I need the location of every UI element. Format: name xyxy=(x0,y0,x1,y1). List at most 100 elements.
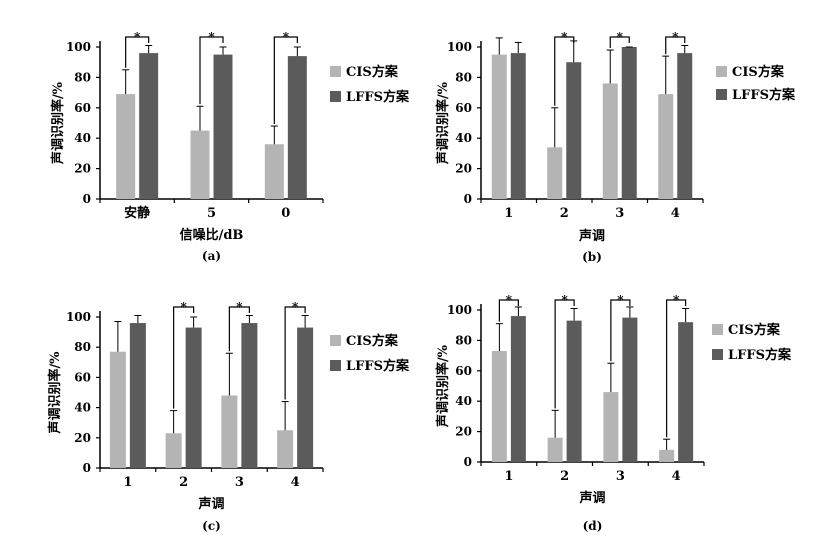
y-tick-label: 40 xyxy=(455,394,472,408)
significance-star: * xyxy=(506,293,513,307)
y-tick-label: 80 xyxy=(74,340,91,354)
significance-bracket xyxy=(284,306,306,400)
bar-lffs xyxy=(287,56,307,200)
y-axis-label: 声调识别率/% xyxy=(50,81,66,165)
x-tick-label: 4 xyxy=(672,469,681,484)
bar-cis xyxy=(277,430,294,468)
bar-cis xyxy=(109,351,126,468)
significance-star: * xyxy=(672,30,679,44)
x-tick-label: 1 xyxy=(504,206,513,221)
y-axis-label: 声调识别率/% xyxy=(435,344,451,428)
y-tick-label: 40 xyxy=(455,131,472,145)
legend-swatch-cis xyxy=(716,66,727,77)
significance-star: * xyxy=(208,30,215,44)
x-tick-label: 0 xyxy=(281,206,290,221)
panel-label: (d) xyxy=(583,519,603,533)
chart-panel-d: 0 20 40 60 80 100 1 * 2 * 3 * 4 * 声调 声调识别率/% (d) CIS方案 LFF… xyxy=(435,293,792,533)
legend-label-lffs: LFFS方案 xyxy=(732,87,796,103)
significance-bracket xyxy=(554,36,575,106)
bar-lffs xyxy=(139,53,159,199)
significance-bracket xyxy=(273,36,298,125)
panel-label: (c) xyxy=(202,519,221,533)
bar-lffs xyxy=(621,47,637,199)
y-tick-label: 60 xyxy=(74,370,91,384)
bar-cis xyxy=(602,83,618,199)
significance-bracket xyxy=(173,306,195,409)
bar-cis xyxy=(659,449,675,462)
y-axis-label: 声调识别率/% xyxy=(47,351,63,435)
significance-bracket xyxy=(228,306,250,352)
significance-bracket xyxy=(554,299,575,409)
y-tick-label: 20 xyxy=(455,425,472,439)
bar-cis xyxy=(658,94,674,199)
y-tick-label: 80 xyxy=(455,333,472,347)
significance-star: * xyxy=(292,300,299,314)
bar-lffs xyxy=(510,316,526,462)
legend-label-lffs: LFFS方案 xyxy=(346,89,410,105)
significance-star: * xyxy=(617,30,624,44)
significance-bracket xyxy=(199,36,224,105)
y-tick-label: 60 xyxy=(455,364,472,378)
bar-lffs xyxy=(185,327,202,468)
chart-panel-b: 0 20 40 60 80 100 1 2 * 3 * 4 * 声调 声调识别率/% (b) CIS方案 LFFS… xyxy=(435,30,796,264)
y-tick-label: 20 xyxy=(74,431,91,445)
y-tick-label: 100 xyxy=(447,303,472,317)
legend-swatch-lffs xyxy=(712,349,723,360)
y-tick-label: 20 xyxy=(455,162,472,176)
legend-swatch-cis xyxy=(330,66,341,77)
y-axis-label: 声调识别率/% xyxy=(435,81,451,165)
x-tick-label: 2 xyxy=(179,475,188,490)
bar-lffs xyxy=(566,62,582,200)
bar-lffs xyxy=(622,317,638,462)
significance-bracket xyxy=(610,299,631,362)
y-tick-label: 60 xyxy=(455,101,472,115)
y-tick-label: 100 xyxy=(447,40,472,54)
bar-cis xyxy=(547,437,563,462)
panel-label: (a) xyxy=(202,249,221,263)
bar-cis xyxy=(491,54,507,199)
bar-lffs xyxy=(297,327,314,468)
bar-lffs xyxy=(566,320,582,462)
x-tick-label: 安静 xyxy=(124,205,150,221)
x-tick-label: 1 xyxy=(123,475,132,490)
significance-star: * xyxy=(673,293,680,307)
x-axis-label: 信噪比/dB xyxy=(180,227,244,243)
y-tick-label: 0 xyxy=(464,192,472,206)
legend-swatch-lffs xyxy=(330,91,341,102)
bar-lffs xyxy=(213,54,233,199)
x-tick-label: 1 xyxy=(504,469,513,484)
legend-swatch-cis xyxy=(712,324,723,335)
significance-bracket xyxy=(666,299,687,438)
chart-panel-c: 0 20 40 60 80 100 1 2 * 3 * 4 * 声调 声调识别率/% (c) CIS方案 LFFS… xyxy=(47,300,410,533)
legend-label-cis: CIS方案 xyxy=(732,64,785,80)
legend-label-lffs: LFFS方案 xyxy=(346,358,410,374)
significance-bracket xyxy=(609,36,630,49)
x-tick-label: 4 xyxy=(671,206,680,221)
x-tick-label: 3 xyxy=(615,206,624,221)
panel-label: (b) xyxy=(582,250,602,264)
legend-label-cis: CIS方案 xyxy=(728,322,781,338)
y-tick-label: 80 xyxy=(455,70,472,84)
y-tick-label: 100 xyxy=(66,40,91,54)
y-tick-label: 100 xyxy=(66,310,91,324)
x-tick-label: 5 xyxy=(207,206,216,221)
legend-label-cis: CIS方案 xyxy=(346,64,399,80)
bar-cis xyxy=(165,433,182,468)
bar-lffs xyxy=(678,322,694,462)
legend-label-cis: CIS方案 xyxy=(346,333,399,349)
significance-star: * xyxy=(236,300,243,314)
bar-lffs xyxy=(129,323,146,468)
y-tick-label: 80 xyxy=(74,70,91,84)
significance-star: * xyxy=(617,293,624,307)
x-tick-label: 3 xyxy=(616,469,625,484)
bar-cis xyxy=(190,130,210,199)
legend-swatch-lffs xyxy=(716,89,727,100)
chart-panel-a: 0 20 40 60 80 100 安静 * 5 * 0 * 信噪比/dB 声调识别率/% (a) CIS方案… xyxy=(50,30,410,263)
legend-swatch-cis xyxy=(330,335,341,346)
bar-cis xyxy=(603,392,619,462)
significance-star: * xyxy=(283,30,290,44)
legend-swatch-lffs xyxy=(330,360,341,371)
y-tick-label: 0 xyxy=(464,455,472,469)
x-axis-label: 声调 xyxy=(197,496,224,512)
